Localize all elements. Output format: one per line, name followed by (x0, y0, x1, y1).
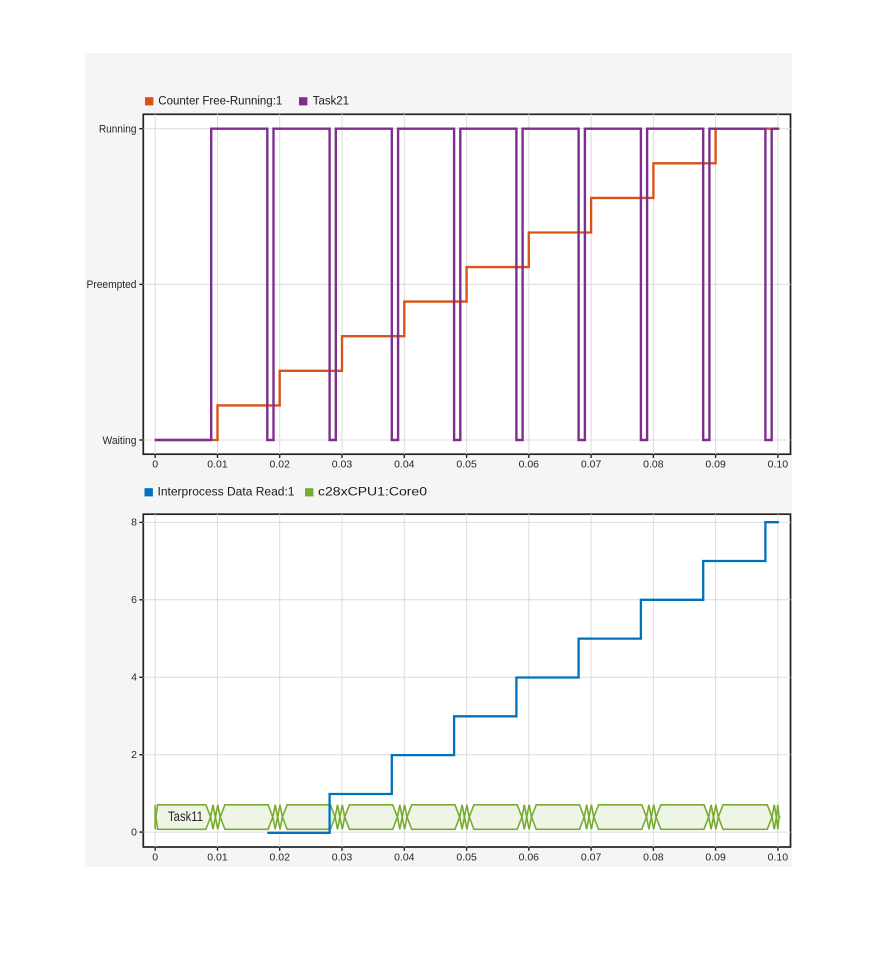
svg-text:Running: Running (99, 124, 137, 136)
svg-text:Preempted: Preempted (87, 279, 137, 291)
svg-text:0.09: 0.09 (705, 458, 726, 470)
svg-text:0.02: 0.02 (269, 851, 290, 863)
svg-text:4: 4 (131, 672, 137, 684)
svg-text:0.03: 0.03 (332, 458, 353, 470)
svg-text:0.04: 0.04 (394, 458, 415, 470)
svg-text:8: 8 (131, 517, 137, 529)
svg-text:Interprocess Data Read:1: Interprocess Data Read:1 (158, 485, 295, 499)
svg-text:0.02: 0.02 (269, 458, 290, 470)
svg-text:Task21: Task21 (313, 94, 349, 108)
svg-text:0.10: 0.10 (768, 851, 789, 863)
svg-text:0: 0 (152, 851, 158, 863)
svg-text:Waiting: Waiting (103, 435, 137, 447)
svg-text:0.10: 0.10 (768, 458, 789, 470)
svg-text:0.09: 0.09 (705, 851, 726, 863)
svg-text:0.01: 0.01 (207, 851, 228, 863)
svg-text:0.01: 0.01 (207, 458, 228, 470)
svg-text:0.07: 0.07 (581, 458, 602, 470)
svg-text:Counter Free-Running:1: Counter Free-Running:1 (158, 94, 282, 108)
svg-text:0.08: 0.08 (643, 458, 664, 470)
svg-text:0: 0 (152, 458, 158, 470)
svg-text:0.06: 0.06 (519, 458, 540, 470)
svg-text:0.04: 0.04 (394, 851, 415, 863)
svg-text:2: 2 (131, 749, 137, 761)
svg-text:0.07: 0.07 (581, 851, 602, 863)
svg-text:0.05: 0.05 (456, 458, 477, 470)
svg-text:0.05: 0.05 (456, 851, 477, 863)
svg-text:0.03: 0.03 (332, 851, 353, 863)
svg-text:6: 6 (131, 594, 137, 606)
svg-text:0: 0 (131, 826, 137, 838)
svg-text:0.06: 0.06 (519, 851, 540, 863)
svg-text:c28xCPU1:Core0: c28xCPU1:Core0 (318, 485, 427, 499)
svg-text:0.08: 0.08 (643, 851, 664, 863)
svg-text:Task11: Task11 (168, 809, 203, 824)
